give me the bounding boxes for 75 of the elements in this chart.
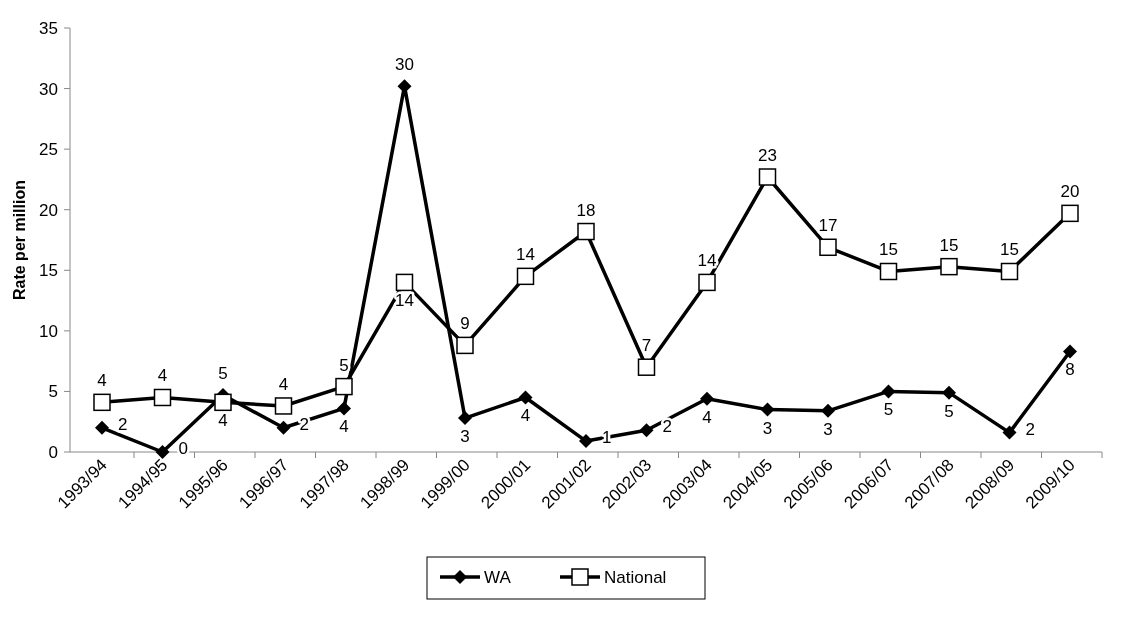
point: [942, 385, 956, 400]
y-tick-label: 15: [39, 261, 58, 281]
point: [153, 388, 172, 407]
data-label: 5: [944, 401, 954, 421]
data-label: 8: [1065, 360, 1075, 380]
point: [579, 434, 593, 449]
point: [639, 423, 654, 438]
data-label: 14: [697, 251, 717, 271]
y-tick-label: 35: [39, 19, 58, 38]
point: [337, 401, 351, 416]
point: [155, 445, 170, 459]
data-label: 23: [758, 146, 777, 166]
point: [93, 393, 111, 412]
data-label: 9: [460, 314, 470, 334]
point: [879, 262, 898, 281]
data-label: 15: [1000, 240, 1019, 260]
point: [214, 393, 232, 412]
point: [518, 390, 533, 405]
point: [1063, 344, 1077, 359]
point: [577, 222, 595, 241]
data-label: 4: [702, 407, 712, 427]
legend-label: National: [604, 568, 667, 587]
y-tick-label: 5: [48, 382, 58, 402]
y-tick-label: 0: [48, 443, 58, 462]
data-label: 15: [939, 235, 959, 255]
data-label: 14: [516, 245, 535, 265]
point: [1002, 425, 1017, 440]
point: [698, 273, 716, 292]
data-label: 20: [1060, 182, 1080, 202]
data-label: 17: [818, 216, 838, 236]
y-tick-label: 25: [39, 140, 58, 160]
data-label: 5: [883, 400, 894, 420]
point: [819, 238, 837, 257]
data-label: 2: [662, 417, 672, 437]
point: [458, 411, 472, 426]
point: [940, 257, 958, 276]
point: [1061, 204, 1079, 223]
data-label: 4: [218, 411, 228, 431]
data-label: 7: [641, 336, 652, 356]
data-label: 0: [178, 439, 188, 458]
point: [1000, 262, 1019, 281]
data-label: 3: [762, 418, 773, 438]
point: [395, 273, 414, 292]
legend-label: WA: [484, 568, 512, 587]
point: [760, 402, 775, 417]
data-label: 5: [218, 364, 228, 384]
data-label: 30: [395, 55, 414, 75]
point: [456, 336, 474, 355]
data-label: 2: [1025, 419, 1035, 439]
data-label: 18: [576, 200, 596, 220]
data-label: 14: [395, 291, 414, 311]
y-axis-title: Rate per million: [11, 179, 28, 301]
data-label: 3: [460, 427, 470, 447]
data-label: 4: [339, 417, 349, 437]
y-tick-label: 20: [39, 200, 58, 220]
point: [274, 397, 293, 415]
point: [335, 377, 353, 396]
point: [276, 420, 291, 435]
point: [516, 267, 535, 286]
point: [95, 420, 109, 435]
data-label: 2: [118, 414, 128, 434]
data-label: 4: [97, 371, 107, 391]
data-label: 4: [278, 374, 289, 394]
data-label: 4: [520, 406, 531, 426]
point: [881, 384, 896, 399]
y-tick-label: 10: [39, 321, 58, 341]
data-label: 5: [339, 355, 349, 375]
point: [637, 358, 656, 376]
point: [821, 403, 835, 418]
y-tick-label: 30: [39, 79, 58, 99]
data-label: 3: [823, 419, 833, 439]
data-label: 15: [879, 240, 898, 260]
data-label: 4: [157, 366, 168, 386]
point: [700, 391, 714, 406]
point: [758, 168, 777, 186]
